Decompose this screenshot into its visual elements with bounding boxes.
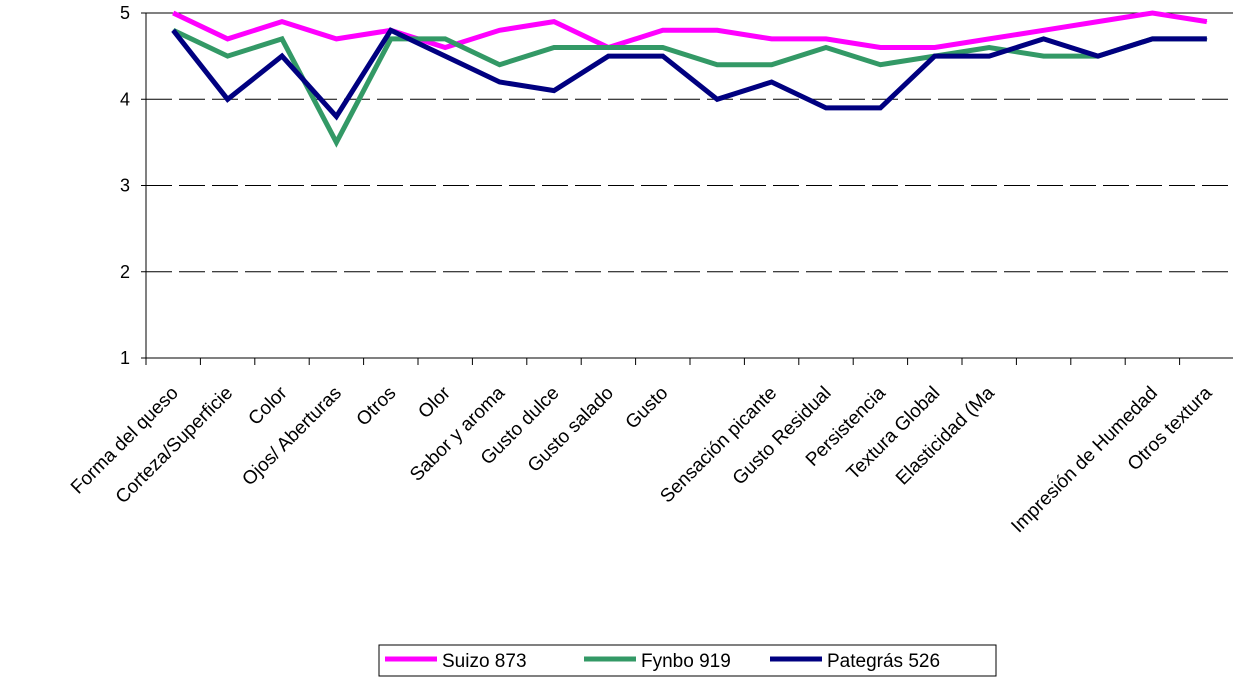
x-tick-label: Olor	[414, 382, 455, 423]
data-point	[335, 116, 337, 117]
x-tick-label: Color	[245, 382, 292, 429]
x-tick-label: Gusto	[622, 383, 673, 434]
data-point	[281, 38, 283, 40]
data-point	[879, 107, 881, 109]
data-point	[172, 12, 174, 14]
data-point	[1151, 12, 1153, 14]
x-tick-label: Gusto Residual	[729, 383, 836, 490]
data-point	[607, 55, 609, 57]
data-point	[771, 64, 773, 66]
data-point	[934, 47, 936, 48]
data-point	[444, 47, 446, 48]
y-tick-label: 1	[120, 348, 130, 368]
data-point	[553, 21, 555, 23]
series-line-1	[172, 10, 1208, 51]
data-point	[662, 47, 664, 48]
data-point	[1097, 55, 1099, 57]
x-tick-label: Textura Global	[843, 383, 944, 484]
data-point	[553, 47, 555, 48]
data-point	[934, 55, 936, 57]
data-point	[499, 29, 501, 31]
data-point	[662, 55, 664, 57]
data-point	[1206, 38, 1208, 40]
series-lines	[171, 10, 1208, 148]
data-point	[879, 64, 881, 66]
legend-box	[378, 644, 997, 677]
data-point	[771, 81, 773, 83]
data-point	[716, 29, 718, 31]
axes: 1 2 3 4 5	[120, 3, 1233, 368]
data-point	[227, 98, 229, 100]
data-point	[825, 47, 827, 48]
x-tick-label: Sabor y aroma	[406, 382, 509, 485]
y-tick-label: 3	[120, 176, 130, 196]
data-point	[227, 38, 229, 40]
legend-label-2: Fynbo 919	[641, 651, 731, 672]
y-tick-label: 4	[120, 89, 130, 109]
data-point	[988, 55, 990, 57]
data-point	[988, 47, 990, 48]
data-point	[607, 47, 609, 48]
legend: Suizo 873 Fynbo 919 Pategrás 526	[378, 644, 997, 677]
x-tick-label: Ojos/ Aberturas	[238, 383, 345, 490]
data-point	[335, 141, 337, 143]
data-point	[553, 90, 555, 92]
data-point	[444, 38, 446, 40]
data-point	[390, 38, 392, 40]
y-tick-label: 2	[120, 262, 130, 282]
y-tick-label: 5	[120, 3, 130, 23]
data-point	[390, 29, 392, 31]
data-point	[172, 29, 174, 31]
grid	[146, 12, 1233, 273]
data-point	[1043, 55, 1045, 57]
data-point	[988, 38, 990, 40]
data-point	[335, 38, 337, 40]
series-line-2	[172, 28, 1207, 148]
x-tick-label: Otros	[353, 383, 401, 431]
data-point	[716, 64, 718, 66]
data-point	[281, 55, 283, 57]
data-point	[825, 107, 827, 109]
data-point	[879, 47, 881, 48]
legend-label-1: Suizo 873	[442, 651, 527, 672]
data-point	[662, 29, 664, 31]
data-point	[499, 64, 501, 66]
data-point	[825, 38, 827, 40]
data-point	[281, 21, 283, 23]
data-point	[444, 55, 446, 57]
series-line-3	[171, 27, 1207, 121]
data-point	[1043, 29, 1045, 31]
data-point	[716, 98, 718, 100]
data-point	[771, 38, 773, 40]
data-point	[1097, 21, 1099, 23]
data-point	[1206, 21, 1208, 23]
legend-label-3: Pategrás 526	[827, 651, 940, 672]
data-point	[1043, 38, 1045, 40]
data-point	[499, 81, 501, 83]
x-tick-label: Elasticidad (Ma	[892, 382, 999, 489]
data-point	[1151, 38, 1153, 40]
data-point	[227, 55, 229, 57]
